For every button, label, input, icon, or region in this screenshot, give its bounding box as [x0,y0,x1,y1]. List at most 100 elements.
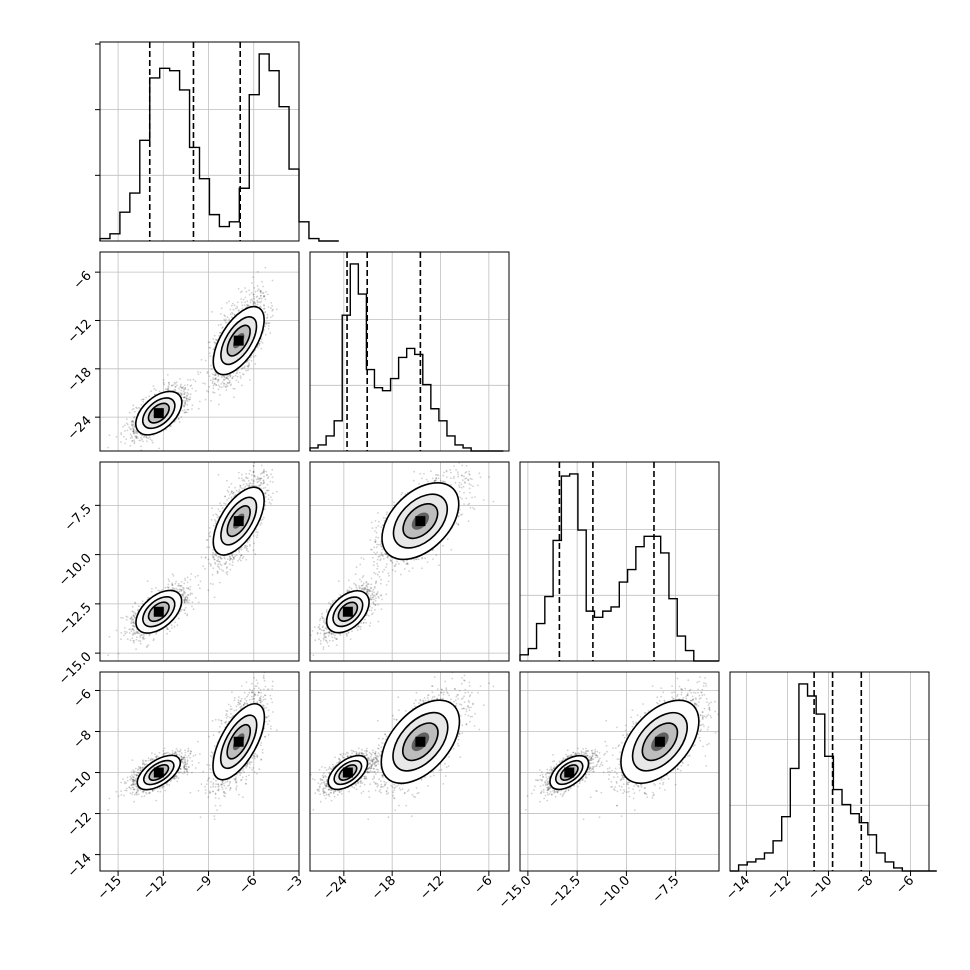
sample-point [171,584,174,587]
sample-point [226,302,228,304]
sample-point [210,519,213,521]
sample-point [248,472,251,475]
sample-point [189,385,192,387]
sample-point [246,365,249,367]
sample-point [186,397,189,400]
sample-point [256,534,259,536]
sample-point [187,408,190,411]
sample-point [191,404,194,407]
sample-point [167,386,170,389]
sample-point [131,420,134,423]
sample-point [140,403,143,406]
sample-point [262,285,264,288]
sample-point [266,474,268,476]
sample-point [262,291,265,294]
sample-point [218,386,221,388]
sample-point [124,632,127,635]
sample-point [244,301,247,304]
sample-point [197,574,199,577]
sample-point [117,652,120,655]
sample-point [271,304,273,307]
sample-point [135,406,138,409]
sample-point [187,378,189,381]
sample-point [178,588,181,591]
sample-point [187,594,190,596]
sample-point [229,384,232,387]
sample-point [147,597,149,599]
panel-background [100,462,299,661]
sample-point [152,639,155,642]
sample-point [132,417,135,419]
sample-point [128,628,131,631]
sample-point [189,398,192,401]
panel-1-1 [309,251,510,452]
sample-point [126,638,129,640]
sample-point [211,553,214,556]
sample-point [184,387,187,389]
sample-point [259,297,261,299]
sample-point [130,424,133,427]
sample-point [211,507,213,510]
sample-point [212,348,215,350]
sample-point [183,409,186,411]
sample-point [189,588,192,591]
sample-point [252,482,254,485]
sample-point [225,560,228,563]
sample-point [183,396,186,399]
sample-point [214,522,217,525]
sample-point [171,582,174,585]
sample-point [223,382,226,385]
sample-point [213,334,216,337]
sample-point [133,617,136,619]
sample-point [180,585,183,587]
sample-point [186,597,189,599]
sample-point [108,434,111,437]
sample-point [125,631,128,634]
sample-point [263,294,265,297]
sample-point [233,388,236,390]
sample-point [183,392,186,395]
sample-point [261,342,264,344]
sample-point [213,374,216,376]
sample-point [182,589,185,591]
sample-point [263,475,265,478]
sample-point [245,549,248,552]
sample-point [231,316,233,319]
sample-point [120,432,122,434]
sample-point [130,423,133,425]
sample-point [120,441,122,443]
sample-point [217,388,220,391]
sample-point [181,608,183,611]
sample-point [132,420,135,423]
sample-point [267,327,270,330]
sample-point [210,364,212,367]
sample-point [236,301,239,304]
sample-point [183,402,186,405]
sample-point [269,332,272,334]
sample-point [208,375,211,377]
sample-point [141,600,144,603]
sample-point [177,617,180,620]
sample-point [223,385,225,387]
sample-point [131,408,134,411]
sample-point [184,401,187,404]
sample-point [132,430,135,433]
sample-point [251,300,254,303]
sample-point [135,648,138,651]
sample-point [133,423,135,426]
sample-point [134,602,137,605]
sample-point [239,486,242,489]
sample-point [191,387,194,390]
sample-point [252,293,255,296]
sample-point [261,280,263,283]
sample-point [129,428,132,430]
sample-point [126,429,129,432]
sample-point [230,496,233,499]
sample-point [226,573,229,576]
sample-point [132,611,135,613]
sample-point [271,279,274,282]
sample-point [125,422,128,425]
sample-point [234,555,237,558]
sample-point [260,340,262,343]
